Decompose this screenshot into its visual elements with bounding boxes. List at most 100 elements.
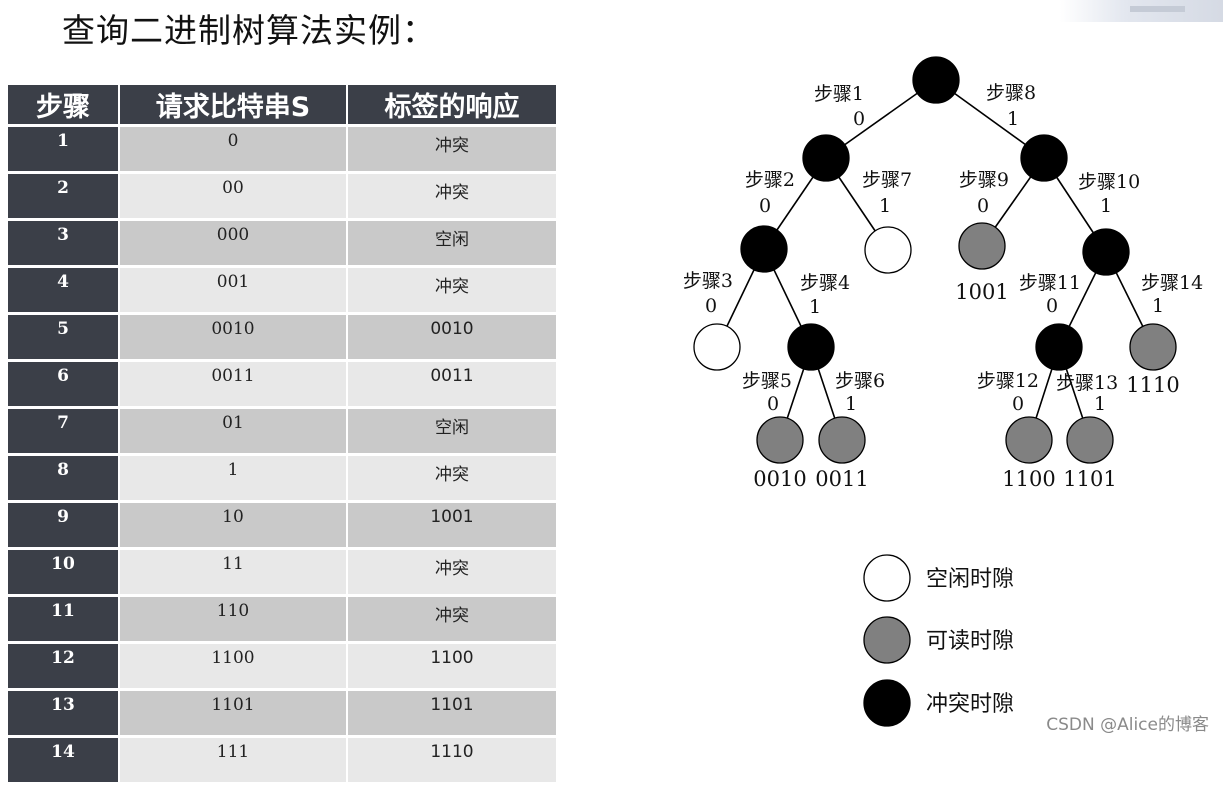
- legend-label: 可读时隙: [926, 629, 1014, 654]
- edge-step-label: 步骤14: [1141, 272, 1203, 294]
- table-header-row: 步骤 请求比特串S 标签的响应: [8, 85, 556, 124]
- edge-step-label: 步骤11: [1019, 272, 1081, 294]
- edge-bit-label: 1: [1094, 393, 1106, 415]
- cell-request-bits: 0011: [120, 362, 346, 406]
- node-id-label: 1101: [1063, 467, 1116, 491]
- edge-bit-label: 0: [1012, 393, 1024, 415]
- page-title: 查询二进制树算法实例：: [62, 11, 436, 50]
- cell-request-bits: 01: [120, 409, 346, 453]
- cell-tag-response: 冲突: [348, 127, 556, 171]
- node-id-label: 1100: [1002, 467, 1055, 491]
- edge-bit-label: 0: [759, 195, 771, 217]
- cell-step: 1: [8, 127, 118, 171]
- table-row: 2 00 冲突: [8, 174, 556, 218]
- edge-step-label: 步骤1: [814, 83, 864, 105]
- table-row: 11 110 冲突: [8, 597, 556, 641]
- cell-step: 13: [8, 691, 118, 735]
- node-id-label: 0011: [815, 467, 868, 491]
- legend-label: 空闲时隙: [926, 567, 1014, 592]
- table-row: 14 111 1110: [8, 738, 556, 782]
- tree-node-collision: [740, 225, 788, 273]
- edge-bit-label: 1: [809, 296, 821, 318]
- cell-request-bits: 001: [120, 268, 346, 312]
- cell-tag-response: 空闲: [348, 409, 556, 453]
- legend-swatch-readable: [863, 616, 911, 664]
- table-row: 1 0 冲突: [8, 127, 556, 171]
- edge-step-label: 步骤10: [1078, 171, 1140, 193]
- edge-step-label: 步骤4: [800, 272, 850, 294]
- node-id-label: 1110: [1126, 373, 1179, 397]
- cell-step: 10: [8, 550, 118, 594]
- legend-swatch-collision: [863, 679, 911, 727]
- cell-tag-response: 冲突: [348, 174, 556, 218]
- cell-step: 7: [8, 409, 118, 453]
- header-tag-response: 标签的响应: [348, 85, 556, 124]
- tree-node-idle: [693, 323, 741, 371]
- tree-node-collision: [912, 56, 960, 104]
- edge-step-label: 步骤2: [745, 169, 795, 191]
- tree-node-collision: [787, 323, 835, 371]
- node-id-label: 1001: [955, 280, 1008, 304]
- table-row: 7 01 空闲: [8, 409, 556, 453]
- tree-node-readable: [1129, 323, 1177, 371]
- edge-step-label: 步骤6: [835, 370, 885, 392]
- edge-bit-label: 1: [1007, 108, 1019, 130]
- watermark: CSDN @Alice的博客: [1046, 715, 1209, 735]
- edge-bit-label: 0: [1046, 295, 1058, 317]
- header-step: 步骤: [8, 85, 118, 124]
- edge-step-label: 步骤8: [986, 82, 1036, 104]
- edge-bit-label: 0: [977, 195, 989, 217]
- cell-request-bits: 0: [120, 127, 346, 171]
- table-row: 4 001 冲突: [8, 268, 556, 312]
- cell-request-bits: 0010: [120, 315, 346, 359]
- binary-tree-diagram: 步骤10步骤81步骤20步骤71步骤90步骤101步骤30步骤41步骤110步骤…: [683, 56, 1203, 727]
- table-row: 3 000 空闲: [8, 221, 556, 265]
- cell-request-bits: 1100: [120, 644, 346, 688]
- tree-node-readable: [818, 416, 866, 464]
- cell-request-bits: 00: [120, 174, 346, 218]
- cell-request-bits: 10: [120, 503, 346, 547]
- cell-step: 9: [8, 503, 118, 547]
- cell-tag-response: 冲突: [348, 550, 556, 594]
- edge-bit-label: 1: [845, 393, 857, 415]
- cell-request-bits: 1: [120, 456, 346, 500]
- table-row: 9 10 1001: [8, 503, 556, 547]
- tree-node-readable: [1066, 416, 1114, 464]
- table-row: 5 0010 0010: [8, 315, 556, 359]
- table-row: 10 11 冲突: [8, 550, 556, 594]
- table-row: 13 1101 1101: [8, 691, 556, 735]
- cell-tag-response: 冲突: [348, 268, 556, 312]
- cell-tag-response: 冲突: [348, 456, 556, 500]
- tree-node-idle: [864, 226, 912, 274]
- cell-request-bits: 000: [120, 221, 346, 265]
- tree-node-collision: [1020, 134, 1068, 182]
- edge-bit-label: 1: [1152, 295, 1164, 317]
- table-row: 8 1 冲突: [8, 456, 556, 500]
- edge-step-label: 步骤3: [683, 270, 733, 292]
- cell-request-bits: 110: [120, 597, 346, 641]
- table-row: 6 0011 0011: [8, 362, 556, 406]
- cell-request-bits: 111: [120, 738, 346, 782]
- tree-node-collision: [1035, 323, 1083, 371]
- cell-tag-response: 1100: [348, 644, 556, 688]
- corner-decoration: [1060, 0, 1223, 22]
- tree-node-readable: [756, 416, 804, 464]
- tree-node-readable: [958, 222, 1006, 270]
- edge-step-label: 步骤7: [862, 169, 912, 191]
- cell-request-bits: 1101: [120, 691, 346, 735]
- tree-node-collision: [1082, 228, 1130, 276]
- cell-step: 2: [8, 174, 118, 218]
- cell-tag-response: 1110: [348, 738, 556, 782]
- edge-step-label: 步骤13: [1056, 372, 1118, 394]
- edge-step-label: 步骤5: [742, 370, 792, 392]
- tree-node-readable: [1005, 416, 1053, 464]
- cell-tag-response: 1001: [348, 503, 556, 547]
- edge-bit-label: 0: [705, 295, 717, 317]
- header-request-bits: 请求比特串S: [120, 85, 346, 124]
- edge-step-label: 步骤9: [959, 169, 1009, 191]
- edge-step-label: 步骤12: [977, 370, 1039, 392]
- cell-step: 6: [8, 362, 118, 406]
- cell-step: 11: [8, 597, 118, 641]
- cell-tag-response: 1101: [348, 691, 556, 735]
- edge-bit-label: 1: [879, 195, 891, 217]
